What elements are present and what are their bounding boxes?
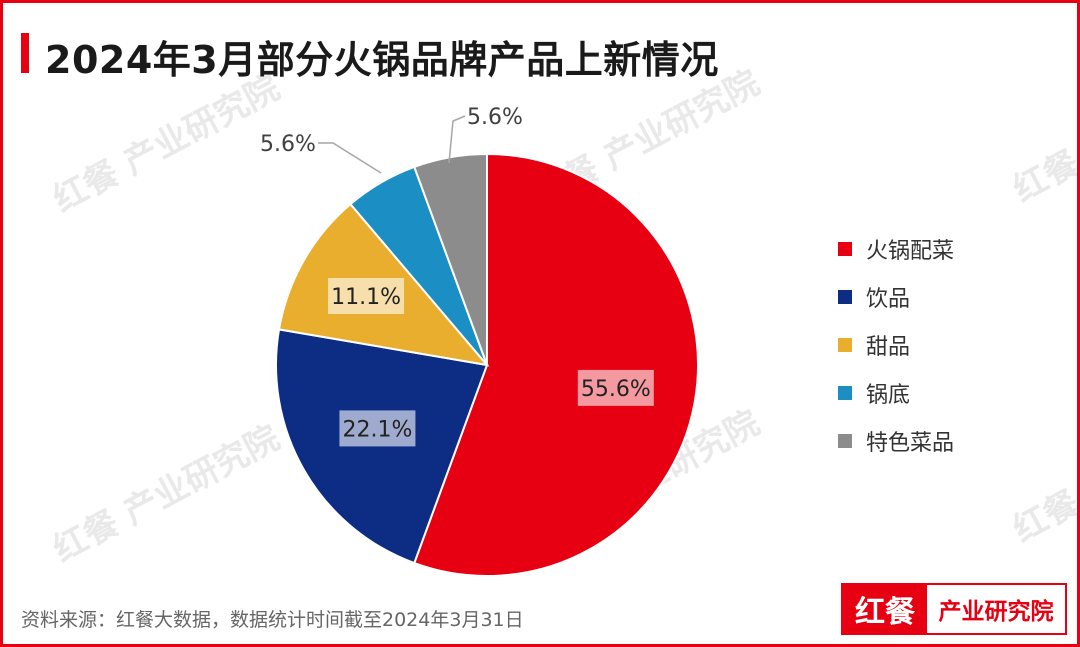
legend-label: 饮品 (866, 287, 911, 312)
data-label-box (577, 369, 654, 406)
data-label: 11.1% (331, 285, 401, 310)
legend-item: 饮品 (838, 273, 954, 321)
legend-item: 火锅配菜 (838, 225, 954, 273)
legend-swatch (838, 338, 852, 352)
pie-slice-1 (412, 152, 699, 577)
legend-swatch (838, 434, 852, 448)
legend-swatch (838, 386, 852, 400)
data-label-box (328, 278, 405, 315)
chart-title: 2024年3月部分火锅品牌产品上新情况 (45, 38, 719, 82)
brand-logo: 红餐 产业研究院 (841, 583, 1067, 635)
leader-line (318, 142, 382, 174)
legend: 火锅配菜饮品甜品锅底特色菜品 (838, 225, 954, 465)
legend-item: 锅底 (838, 369, 954, 417)
legend-swatch (838, 242, 852, 256)
legend-label: 火锅配菜 (866, 239, 955, 264)
legend-label: 锅底 (866, 383, 911, 408)
legend-item: 甜品 (838, 321, 954, 369)
data-label: 55.6% (581, 377, 651, 402)
data-label: 5.6% (260, 132, 316, 157)
logo-text: 产业研究院 (927, 585, 1065, 633)
title-accent-bar (21, 33, 29, 73)
legend-label: 特色菜品 (866, 431, 955, 456)
logo-mark: 红餐 (843, 585, 927, 633)
leader-line (448, 115, 466, 164)
source-note: 资料来源：红餐大数据，数据统计时间截至2024年3月31日 (21, 609, 524, 631)
legend-swatch (838, 290, 852, 304)
data-label: 5.6% (467, 105, 523, 130)
data-label-box (339, 410, 416, 447)
legend-item: 特色菜品 (838, 417, 954, 465)
legend-label: 甜品 (866, 335, 911, 360)
data-label: 22.1% (342, 417, 412, 442)
pie-chart: 55.6% 22.1% 11.1% 5.6% 5.6% (260, 105, 699, 577)
